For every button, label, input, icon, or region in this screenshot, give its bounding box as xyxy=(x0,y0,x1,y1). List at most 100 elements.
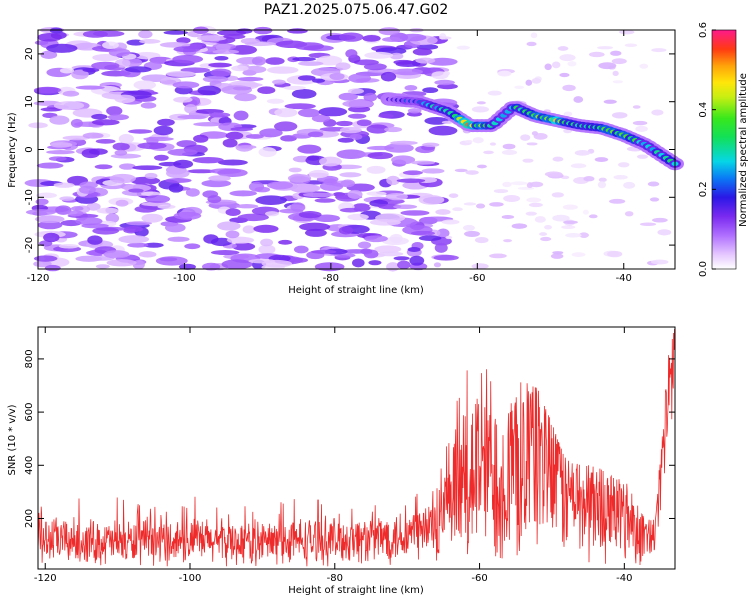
heatmap-cell xyxy=(384,143,414,153)
heatmap-cell xyxy=(551,61,561,69)
heatmap-cell xyxy=(503,239,512,243)
heatmap-cell xyxy=(59,196,75,201)
heatmap-cell xyxy=(137,142,167,150)
heatmap-cell xyxy=(531,78,541,84)
heatmap-cell xyxy=(501,215,515,219)
colorbar-tick-label: 0.2 xyxy=(698,181,709,197)
heatmap-cell xyxy=(173,96,193,103)
heatmap-cell xyxy=(348,105,371,113)
heatmap-cell xyxy=(298,211,322,219)
heatmap-cell xyxy=(234,93,257,102)
colorbar-tick-label: 0.4 xyxy=(698,102,709,118)
heatmap-cell xyxy=(345,49,358,59)
heatmap-cell xyxy=(173,159,194,169)
colorbar-gradient xyxy=(711,29,737,270)
snr-xlabel: Height of straight line (km) xyxy=(288,585,424,596)
heatmap-cell xyxy=(464,139,473,144)
heatmap-cell xyxy=(36,192,57,199)
spectrogram-xlabel: Height of straight line (km) xyxy=(288,285,424,296)
heatmap-cell xyxy=(378,27,401,36)
heatmap-cell xyxy=(192,156,225,164)
heatmap-cell xyxy=(242,225,256,234)
heatmap-cell xyxy=(225,230,240,239)
heatmap-cell xyxy=(522,158,534,163)
y-tick-label: 800 xyxy=(24,349,35,368)
heatmap-cell xyxy=(103,250,130,259)
heatmap-cell xyxy=(186,169,216,174)
heatmap-cell xyxy=(639,63,649,69)
heatmap-cell xyxy=(185,188,200,197)
snr-panel: -120 -100 -80 -60 -40 200 400 600 800 Height of … xyxy=(7,326,676,596)
heatmap-cell xyxy=(422,142,440,147)
heatmap-cell xyxy=(49,27,63,34)
heatmap-cell xyxy=(291,89,317,99)
snr-series-line xyxy=(37,328,676,567)
heatmap-cell xyxy=(314,198,336,203)
heatmap-cell xyxy=(193,134,209,143)
heatmap-cell xyxy=(445,235,453,240)
heatmap-cell xyxy=(266,98,285,104)
heatmap-cell xyxy=(223,34,246,40)
heatmap-cell xyxy=(172,81,200,89)
heatmap-cell xyxy=(236,145,257,150)
heatmap-cell xyxy=(412,48,433,56)
heatmap-cell xyxy=(40,107,63,112)
heatmap-cell xyxy=(107,114,129,121)
heatmap-cell xyxy=(208,175,231,182)
heatmap-cell xyxy=(207,195,222,204)
heatmap-cell xyxy=(311,249,337,254)
heatmap-cell xyxy=(230,126,254,132)
heatmap-cell xyxy=(650,259,669,265)
heatmap-cell xyxy=(489,142,497,146)
heatmap-cell xyxy=(352,258,365,268)
heatmap-cell xyxy=(59,67,75,74)
heatmap-cell xyxy=(245,134,264,139)
heatmap-cell xyxy=(173,46,201,53)
heatmap-cell xyxy=(153,125,174,136)
heatmap-cell xyxy=(298,61,324,66)
heatmap-cell xyxy=(364,235,388,243)
heatmap-cell xyxy=(154,154,169,161)
heatmap-cell xyxy=(366,145,395,151)
heatmap-cell xyxy=(571,252,586,257)
heatmap-cell xyxy=(651,109,664,116)
heatmap-cell xyxy=(471,106,489,113)
heatmap-cell xyxy=(173,211,202,220)
heatmap-cell xyxy=(126,221,153,226)
heatmap-cell xyxy=(552,251,564,255)
heatmap-cell xyxy=(138,30,153,39)
heatmap-cell xyxy=(157,204,176,210)
heatmap-cell xyxy=(386,262,400,272)
heatmap-cell xyxy=(510,181,528,186)
heatmap-cell xyxy=(287,28,308,34)
heatmap-cell xyxy=(339,126,362,134)
heatmap-cell xyxy=(409,255,425,266)
heatmap-cell xyxy=(259,128,283,138)
colorbar-label: Normalized spectral amplitude xyxy=(738,73,749,227)
heatmap-cell xyxy=(557,46,569,51)
heatmap-cell xyxy=(452,207,463,212)
heatmap-cell xyxy=(393,59,414,65)
heatmap-cell xyxy=(235,204,259,209)
heatmap-cell xyxy=(502,143,516,150)
spectrogram-ylabel: Frequency (Hz) xyxy=(7,112,18,188)
heatmap-cell xyxy=(433,254,459,261)
heatmap-cell xyxy=(53,182,75,188)
heatmap-cell xyxy=(82,67,100,73)
heatmap-cell xyxy=(67,210,84,217)
heatmap-cell xyxy=(582,209,589,215)
heatmap-cell xyxy=(258,147,277,158)
heatmap-cell xyxy=(400,210,430,216)
heatmap-cell xyxy=(563,111,573,117)
heatmap-cell xyxy=(503,195,521,202)
heatmap-cell xyxy=(237,76,264,82)
heatmap-cell xyxy=(550,253,564,259)
heatmap-cell xyxy=(62,135,91,141)
x-tick-label: -80 xyxy=(327,573,343,584)
heatmap-cell xyxy=(143,136,174,142)
heatmap-cell xyxy=(166,70,196,77)
heatmap-cell xyxy=(50,142,73,148)
heatmap-cell xyxy=(319,156,342,167)
